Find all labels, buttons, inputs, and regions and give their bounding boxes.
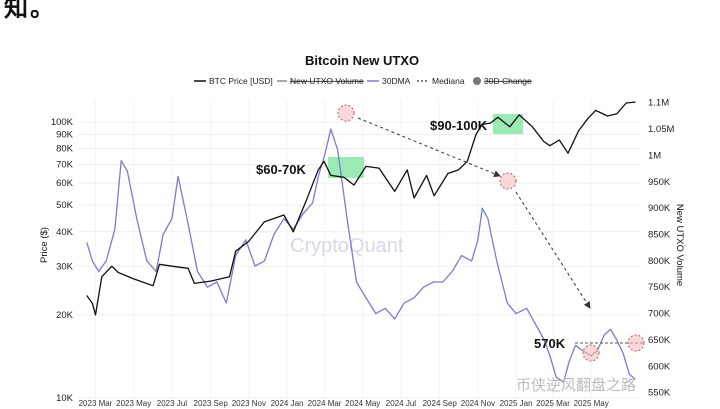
y-right-tick-label: 750K bbox=[648, 282, 671, 293]
x-tick-label: 2023 Mar bbox=[79, 399, 113, 408]
annotation-90-100k: $90-100K bbox=[430, 118, 488, 133]
y-left-tick-label: 30K bbox=[56, 261, 74, 272]
y-axis-left-title: Price ($) bbox=[39, 227, 50, 263]
x-tick-label: 2023 May bbox=[116, 399, 151, 408]
y-right-tick-label: 600K bbox=[648, 361, 671, 372]
series-layer bbox=[86, 101, 637, 383]
x-tick-label: 2024 Jul bbox=[386, 399, 416, 408]
trend-arrow-2 bbox=[515, 191, 591, 309]
y-axis-right-title: New UTXO Volume bbox=[674, 204, 685, 286]
y-right-tick-label: 800K bbox=[648, 256, 671, 267]
x-tick-label: 2024 May bbox=[345, 399, 380, 408]
y-left-tick-label: 80K bbox=[56, 144, 74, 155]
x-tick-label: 2024 Nov bbox=[461, 399, 495, 408]
x-tick-label: 2025 Mar bbox=[536, 399, 570, 408]
y-right-tick-label: 900K bbox=[648, 203, 671, 214]
y-right-tick-label: 700K bbox=[648, 309, 671, 320]
peak-marker bbox=[499, 172, 517, 190]
x-tick-label: 2023 Sep bbox=[194, 399, 229, 408]
y-right-tick-label: 950K bbox=[648, 177, 671, 188]
watermark-cryptoquant: CryptoQuant bbox=[290, 235, 404, 257]
trend-arrow-1 bbox=[357, 117, 501, 177]
legend-entry: 30DMA bbox=[382, 76, 411, 86]
peak-marker bbox=[582, 344, 600, 362]
x-tick-label: 2025 May bbox=[574, 399, 609, 408]
y-left-tick-label: 20K bbox=[56, 310, 74, 321]
x-tick-label: 2024 Jan bbox=[271, 399, 304, 408]
legend-swatch bbox=[473, 77, 481, 85]
x-tick-label: 2025 Jan bbox=[500, 399, 533, 408]
legend-entry: 30D Change bbox=[484, 76, 532, 86]
y-right-tick-label: 650K bbox=[648, 335, 671, 346]
y-left-tick-label: 60K bbox=[56, 178, 74, 189]
chart-title: Bitcoin New UTXO bbox=[305, 53, 419, 68]
annotation-60-70k: $60-70K bbox=[256, 162, 306, 177]
series-line-30dma bbox=[86, 128, 637, 383]
highlight-60-70k bbox=[328, 157, 364, 178]
y-left-tick-label: 50K bbox=[56, 200, 74, 211]
annotation-570k: 570K bbox=[534, 336, 566, 351]
y-right-tick-label: 850K bbox=[648, 229, 671, 240]
peak-marker bbox=[337, 104, 355, 122]
y-left-tick-label: 40K bbox=[56, 227, 74, 238]
x-tick-label: 2023 Nov bbox=[232, 399, 266, 408]
cropped-header-text: 知。 bbox=[4, 0, 56, 22]
watermark-author: 币侠逆风翻盘之路 bbox=[516, 376, 636, 394]
legend-entry: New UTXO Volume bbox=[290, 76, 364, 86]
y-right-tick-label: 550K bbox=[648, 388, 671, 399]
y-left-tick-label: 100K bbox=[51, 117, 74, 128]
legend-entry: Mediana bbox=[432, 76, 465, 86]
legend-entry: BTC Price [USD] bbox=[209, 76, 273, 86]
annotation-layer: $60-70K $90-100K 570K bbox=[256, 104, 645, 362]
x-tick-label: 2023 Jul bbox=[157, 399, 187, 408]
series-line-btc-price bbox=[86, 101, 636, 316]
y-left-tick-label: 10K bbox=[56, 393, 74, 404]
peak-marker bbox=[627, 334, 645, 352]
y-right-tick-label: 1M bbox=[648, 150, 661, 161]
legend: BTC Price [USD] New UTXO Volume 30DMA Media… bbox=[194, 76, 532, 86]
y-right-tick-label: 1.05M bbox=[648, 124, 674, 135]
y-left-tick-label: 70K bbox=[56, 160, 74, 171]
x-tick-label: 2024 Sep bbox=[423, 399, 458, 408]
x-tick-label: 2024 Mar bbox=[308, 399, 342, 408]
y-right-tick-label: 1.1M bbox=[648, 98, 669, 109]
y-left-tick-label: 90K bbox=[56, 129, 74, 140]
